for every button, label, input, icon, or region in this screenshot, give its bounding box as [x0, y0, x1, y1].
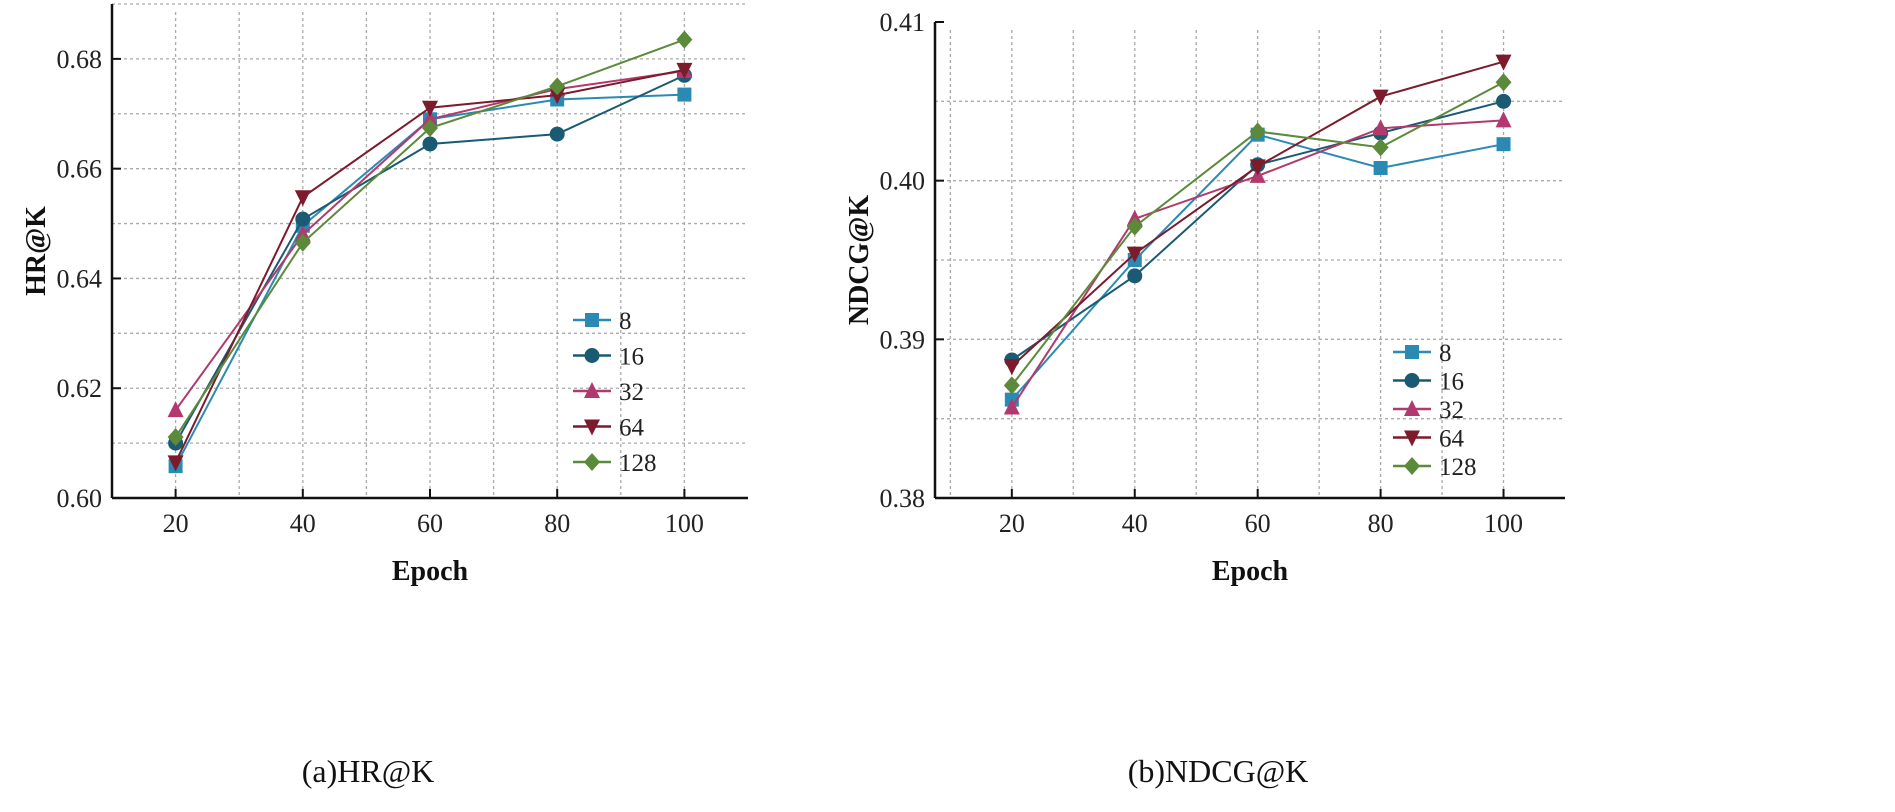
data-point-128	[1126, 217, 1143, 236]
legend-marker	[1405, 345, 1419, 359]
legend-label: 16	[1439, 369, 1464, 396]
data-point-16	[422, 136, 438, 152]
series-128	[1003, 73, 1512, 395]
data-point-64	[1249, 159, 1266, 176]
y-tick-label: 0.38	[880, 484, 926, 513]
legend-label: 32	[1439, 397, 1464, 424]
data-point-128	[422, 119, 438, 138]
legend-item-32: 32	[1393, 397, 1464, 424]
data-point-128	[1372, 138, 1389, 157]
data-point-64	[422, 100, 438, 117]
series-64	[167, 62, 693, 472]
legend-label: 64	[619, 415, 645, 442]
chart-ndcg: 0.38 0.39 0.40 0.41 20 40 60 80 100 Epoch NDCG@K (b…	[844, 8, 1565, 789]
legend-item-32: 32	[573, 379, 644, 406]
data-point-16	[549, 126, 565, 142]
legend-label: 64	[1439, 426, 1465, 453]
x-axis-label: Epoch	[1212, 556, 1289, 587]
legend-marker	[584, 348, 600, 363]
data-point-128	[676, 30, 693, 49]
x-tick-label: 20	[163, 509, 189, 538]
legend-marker	[584, 382, 600, 398]
x-tick-label: 80	[1368, 509, 1394, 538]
x-tick-label: 80	[544, 509, 570, 538]
data-point-128	[1249, 122, 1266, 141]
y-tick-label: 0.39	[880, 325, 926, 354]
y-axis-label: HR@K	[21, 206, 52, 296]
legend-label: 32	[619, 379, 644, 406]
data-point-16	[1496, 93, 1512, 109]
data-point-64	[1003, 359, 1020, 376]
legend-item-16: 16	[573, 344, 644, 371]
legend-marker	[1404, 373, 1420, 388]
data-point-64	[1372, 89, 1389, 106]
legend-label: 8	[1439, 340, 1452, 367]
data-point-8	[1373, 160, 1388, 175]
data-point-64	[549, 88, 566, 105]
data-point-8	[677, 87, 692, 102]
y-tick-label: 0.66	[57, 155, 103, 184]
data-point-64	[1495, 54, 1512, 71]
legend-marker	[584, 453, 600, 471]
legend-marker	[1404, 430, 1420, 447]
data-point-128	[549, 77, 566, 96]
data-point-8	[1496, 137, 1511, 152]
legend-marker	[585, 313, 599, 327]
legend-label: 8	[619, 308, 632, 335]
legend-item-128: 128	[1393, 454, 1477, 481]
data-point-32	[1372, 119, 1389, 136]
x-axis-label: Epoch	[392, 556, 469, 587]
x-tick-label: 40	[1122, 509, 1148, 538]
y-tick-label: 0.64	[57, 264, 103, 293]
chart-hr: 0.60 0.62 0.64 0.66 0.68 20 40 60 80 100 Epoch HR@K…	[21, 3, 748, 789]
series-line-128	[174, 38, 685, 438]
x-tick-label: 60	[1245, 509, 1271, 538]
x-tick-label: 20	[999, 509, 1025, 538]
data-point-128	[167, 428, 184, 447]
chart-caption: (a)HR@K	[302, 753, 435, 789]
legend-item-128: 128	[573, 450, 657, 477]
data-point-32	[294, 225, 311, 242]
data-point-128	[1003, 376, 1020, 395]
data-point-32	[1003, 398, 1020, 415]
legend-marker	[584, 419, 600, 436]
data-point-32	[422, 110, 438, 127]
legend-label: 128	[619, 450, 657, 477]
legend-item-64: 64	[573, 415, 645, 442]
y-tick-label: 0.68	[57, 45, 103, 74]
legend-item-16: 16	[1393, 369, 1464, 396]
data-point-64	[294, 190, 311, 207]
data-point-32	[167, 401, 184, 418]
x-tick-label: 40	[290, 509, 316, 538]
legend-item-64: 64	[1393, 426, 1465, 453]
chart-caption: (b)NDCG@K	[1128, 753, 1309, 789]
series-64	[1003, 54, 1512, 376]
data-point-64	[676, 62, 693, 79]
legend-item-8: 8	[573, 308, 632, 335]
series-128	[167, 30, 693, 447]
data-point-32	[1495, 111, 1512, 128]
x-tick-label: 100	[1484, 509, 1523, 538]
y-axis-label: NDCG@K	[844, 195, 875, 325]
x-tick-label: 60	[417, 509, 443, 538]
legend-label: 16	[619, 344, 644, 371]
y-tick-label: 0.40	[880, 167, 926, 196]
y-tick-label: 0.62	[57, 374, 103, 403]
data-point-64	[1126, 246, 1143, 263]
data-point-16	[295, 211, 311, 227]
y-tick-label: 0.41	[880, 8, 926, 37]
legend-item-8: 8	[1393, 340, 1452, 367]
data-point-128	[294, 233, 311, 252]
data-point-16	[1127, 268, 1143, 284]
y-tick-label: 0.60	[57, 484, 103, 513]
data-point-128	[1495, 73, 1512, 92]
x-tick-label: 100	[665, 509, 704, 538]
data-point-64	[167, 455, 184, 472]
legend-label: 128	[1439, 454, 1477, 481]
legend-marker	[1404, 457, 1420, 475]
legend-marker	[1404, 400, 1420, 416]
